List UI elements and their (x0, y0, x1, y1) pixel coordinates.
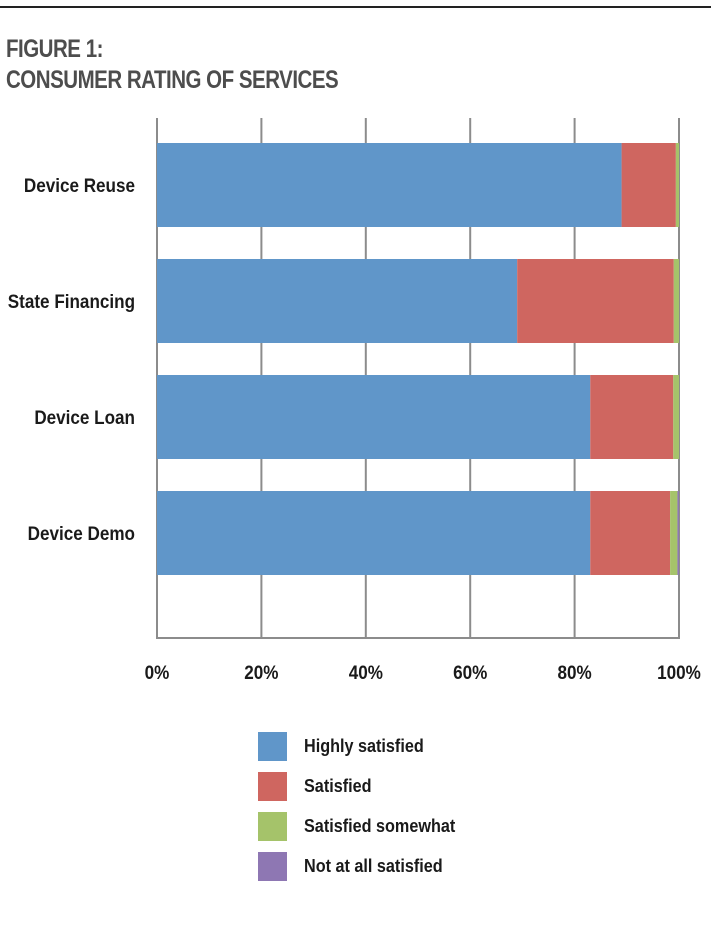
legend-label: Satisfied (304, 776, 372, 796)
x-tick-label: 80% (557, 662, 591, 683)
bar-segment-satisfied-somewhat (673, 259, 679, 343)
x-tick-label: 100% (657, 662, 701, 683)
bar-segment-satisfied-somewhat (670, 491, 678, 575)
legend-label: Satisfied somewhat (304, 816, 456, 836)
x-tick-label: 20% (244, 662, 278, 683)
category-label: Device Demo (28, 523, 135, 544)
bar-segment-satisfied (590, 491, 671, 575)
category-label: State Financing (8, 291, 135, 312)
legend-label: Highly satisfied (304, 736, 424, 756)
category-label: Device Reuse (24, 175, 135, 196)
legend-swatch (258, 852, 287, 881)
figure-label: FIGURE 1: (6, 35, 103, 63)
bar-segment-highly-satisfied (157, 259, 518, 343)
stacked-bar-chart: Device Reuse State Financing Device Loan De… (8, 118, 701, 683)
legend-swatch (258, 772, 287, 801)
bar-segment-satisfied-somewhat (675, 143, 679, 227)
legend-swatch (258, 732, 287, 761)
bar-segment-highly-satisfied (157, 491, 591, 575)
legend-swatch (258, 812, 287, 841)
legend-label: Not at all satisfied (304, 856, 443, 876)
bar-segment-highly-satisfied (157, 143, 622, 227)
top-rule (0, 6, 711, 8)
bar-segment-highly-satisfied (157, 375, 591, 459)
x-tick-label: 0% (145, 662, 170, 683)
bar-segment-satisfied-somewhat (673, 375, 679, 459)
x-tick-label: 40% (349, 662, 383, 683)
figure-title-block: FIGURE 1: CONSUMER RATING OF SERVICES (6, 34, 411, 96)
figure-title: CONSUMER RATING OF SERVICES (6, 66, 339, 94)
bar-segment-satisfied (517, 259, 674, 343)
bar-segment-satisfied (590, 375, 674, 459)
bar-segment-not-at-all-satisfied (677, 491, 679, 575)
bar-segment-satisfied (621, 143, 676, 227)
x-tick-label: 60% (453, 662, 487, 683)
category-label: Device Loan (34, 407, 135, 428)
